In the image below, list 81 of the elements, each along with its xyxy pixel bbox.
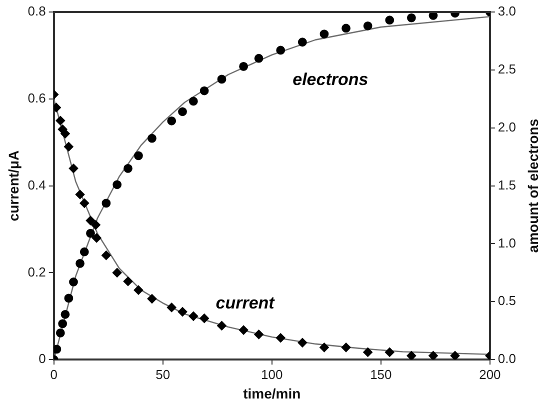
point [64,142,74,152]
y2-tick-label: 1.0 [498,235,516,250]
x-tick-label: 200 [479,366,501,382]
y2-axis-title: amount of electrons [524,118,541,253]
point [276,333,286,343]
point [276,46,286,55]
point [200,86,209,96]
point [102,250,111,260]
y2-tick-label: 2.5 [498,62,516,77]
point [58,319,68,328]
point [406,13,416,22]
point [56,116,66,126]
point [406,351,416,360]
point [56,328,65,338]
point [134,285,144,295]
y2-tick-label: 1.5 [498,177,516,192]
point [91,220,100,230]
point [134,151,143,160]
point [254,54,264,63]
point [166,302,176,312]
y-axis-title: current/μA [5,150,22,222]
point [64,294,74,303]
point [217,321,226,330]
y-tick-label: 0.8 [28,4,46,19]
y-tick-label: 0 [38,351,46,366]
point [428,351,438,360]
point [450,351,460,360]
point [124,164,132,173]
y2-tick-label: 0.0 [498,351,516,366]
point [217,74,226,84]
point [188,96,198,106]
x-tick-label: 50 [156,366,170,382]
point [341,342,351,352]
x-tick-label: 150 [370,366,392,382]
x-tick-label: 100 [261,366,283,382]
point [428,12,438,20]
point [76,258,84,268]
y2-tick-label: 2.0 [498,119,516,134]
y-tick-label: 0.2 [28,264,46,280]
point [54,344,62,354]
y2-tick-label: 3.0 [498,4,516,19]
point [92,233,102,243]
y-tick-label: 0.4 [28,177,46,192]
point [384,348,394,357]
point [298,38,307,47]
point [102,198,111,208]
point [363,21,372,30]
point [238,325,248,335]
point [60,310,70,319]
point [167,116,176,126]
point [86,228,95,238]
point [178,107,187,116]
point [385,16,394,25]
point [68,164,78,174]
point [123,276,133,286]
point [200,314,209,323]
point [254,330,264,340]
point [75,190,85,200]
point [320,342,329,352]
series-label: current [216,293,276,312]
point [112,180,122,190]
point [148,134,156,143]
y2-tick-label: 0.5 [498,293,516,308]
point [342,24,350,33]
point [178,307,188,316]
point [60,129,70,138]
point [86,216,96,226]
y-tick-label: 0.6 [28,90,46,106]
point [239,62,248,71]
point [298,338,308,348]
point [69,278,78,286]
point [80,198,90,208]
x-axis-title: time/min [243,385,301,402]
series-label: electrons [292,70,368,89]
x-tick-label: 0 [50,366,58,382]
point [112,268,122,278]
point [363,348,372,357]
point [80,247,89,256]
point [188,312,198,321]
point [320,30,329,38]
point [147,294,157,304]
